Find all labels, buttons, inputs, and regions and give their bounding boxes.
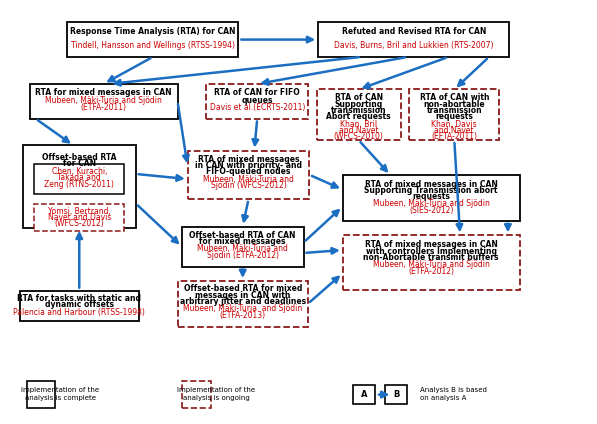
FancyBboxPatch shape (30, 84, 177, 119)
Text: Mubeen, Mäki-Turja  and Sjödin: Mubeen, Mäki-Turja and Sjödin (183, 304, 302, 313)
Text: (SIES-2012): (SIES-2012) (409, 206, 453, 215)
Text: RTA for tasks with static and: RTA for tasks with static and (17, 294, 141, 303)
FancyBboxPatch shape (207, 84, 308, 119)
Text: Implementation of the: Implementation of the (177, 388, 255, 393)
Text: non-Abortable transmit buffers: non-Abortable transmit buffers (364, 253, 499, 262)
Text: Analysis B is based: Analysis B is based (420, 388, 487, 393)
Text: Tindell, Hansson and Wellings (RTSS-1994): Tindell, Hansson and Wellings (RTSS-1994… (71, 42, 235, 50)
Text: messages in CAN with: messages in CAN with (195, 291, 290, 300)
Text: (EFTA-2011): (EFTA-2011) (431, 132, 477, 141)
Text: arbitrary jitter and deadlines: arbitrary jitter and deadlines (180, 297, 306, 306)
Text: on analysis A: on analysis A (420, 394, 466, 401)
FancyBboxPatch shape (67, 22, 238, 57)
Text: Response Time Analysis (RTA) for CAN: Response Time Analysis (RTA) for CAN (70, 28, 236, 36)
FancyBboxPatch shape (410, 89, 499, 140)
Text: analysis is complete: analysis is complete (24, 394, 96, 401)
Text: for CAN: for CAN (63, 159, 96, 168)
Text: RTA of mixed messages in CAN: RTA of mixed messages in CAN (365, 240, 497, 249)
Text: Supporting: Supporting (334, 100, 383, 109)
Text: RTA of CAN for FIFO: RTA of CAN for FIFO (214, 88, 300, 98)
Text: Yomsi, Bertrand,: Yomsi, Bertrand, (48, 206, 110, 216)
FancyBboxPatch shape (35, 164, 124, 194)
Text: (ETFA-2012): (ETFA-2012) (408, 267, 454, 276)
Text: Mubeen, Mäki-Turja and: Mubeen, Mäki-Turja and (203, 175, 294, 184)
Text: transmission: transmission (331, 106, 386, 115)
Text: Sjödin (ETFA-2012): Sjödin (ETFA-2012) (207, 251, 279, 259)
FancyBboxPatch shape (26, 382, 56, 407)
Text: Zeng (RTNS-2011): Zeng (RTNS-2011) (44, 180, 114, 189)
Text: transmission: transmission (426, 106, 482, 115)
Text: RTA of CAN: RTA of CAN (334, 93, 383, 102)
FancyBboxPatch shape (316, 89, 401, 140)
FancyBboxPatch shape (177, 281, 308, 326)
FancyBboxPatch shape (182, 382, 211, 407)
Text: in CAN with priority- and: in CAN with priority- and (195, 161, 302, 170)
Text: dynamic offsets: dynamic offsets (45, 300, 114, 309)
Text: and Navet: and Navet (339, 126, 378, 135)
FancyBboxPatch shape (343, 235, 519, 290)
Text: analysis is ongoing: analysis is ongoing (183, 394, 250, 401)
Text: Refuted and Revised RTA for CAN: Refuted and Revised RTA for CAN (341, 28, 486, 36)
Text: non-abortable: non-abortable (423, 100, 485, 109)
FancyBboxPatch shape (343, 175, 519, 221)
Text: RTA of mixed messages: RTA of mixed messages (198, 155, 299, 164)
Text: requests: requests (412, 192, 450, 201)
Text: queues: queues (241, 95, 273, 104)
Text: (ETFA-2011): (ETFA-2011) (81, 103, 127, 112)
Text: Khan, Bril: Khan, Bril (340, 120, 377, 128)
Text: Offset-based RTA of CAN: Offset-based RTA of CAN (189, 231, 296, 240)
Text: Davis et al.(ECRTS-2011): Davis et al.(ECRTS-2011) (210, 103, 305, 112)
FancyBboxPatch shape (187, 151, 309, 199)
Text: for mixed messages: for mixed messages (199, 237, 286, 246)
Text: FIFO-queued nodes: FIFO-queued nodes (207, 167, 291, 176)
Text: RTA of CAN with: RTA of CAN with (420, 93, 489, 102)
FancyBboxPatch shape (23, 145, 136, 228)
FancyBboxPatch shape (182, 226, 304, 267)
Text: and Navet: and Navet (435, 126, 474, 135)
Text: Offset-based RTA: Offset-based RTA (42, 153, 116, 162)
Text: Davis, Burns, Bril and Lukkien (RTS-2007): Davis, Burns, Bril and Lukkien (RTS-2007… (334, 42, 494, 50)
FancyBboxPatch shape (35, 204, 124, 231)
FancyBboxPatch shape (318, 22, 509, 57)
Text: Offset-based RTA for mixed: Offset-based RTA for mixed (183, 285, 302, 293)
Text: Mubeen, Mäki-Turja and Sjödin: Mubeen, Mäki-Turja and Sjödin (373, 199, 490, 209)
Text: (ETFA-2013): (ETFA-2013) (220, 311, 266, 320)
Text: requests: requests (435, 112, 473, 121)
Text: Abort requests: Abort requests (327, 112, 391, 121)
Text: RTA for mixed messages in CAN: RTA for mixed messages in CAN (35, 88, 172, 98)
Text: Takada and: Takada and (57, 173, 101, 182)
Text: with controllers Implementing: with controllers Implementing (365, 247, 497, 256)
Text: Supporting Transmission abort: Supporting Transmission abort (364, 186, 498, 195)
Text: Mubeen, Mäki-Turja and: Mubeen, Mäki-Turja and (197, 244, 288, 253)
Text: Chen, Kurachi,: Chen, Kurachi, (51, 167, 107, 176)
Text: Mubeen, Mäki-Turja and Sjödin: Mubeen, Mäki-Turja and Sjödin (373, 260, 490, 269)
Text: (WFCS-2012): (WFCS-2012) (54, 219, 104, 229)
FancyBboxPatch shape (385, 385, 407, 404)
Text: Implementation of the: Implementation of the (21, 388, 99, 393)
Text: Navet and Davis: Navet and Davis (48, 213, 111, 222)
Text: RTA of mixed messages in CAN: RTA of mixed messages in CAN (365, 180, 497, 189)
Text: (WFCS-2010): (WFCS-2010) (334, 132, 384, 141)
Text: Mubeen, Mäki-Turja and Sjödin: Mubeen, Mäki-Turja and Sjödin (45, 95, 162, 104)
Text: Sjödin (WFCS-2012): Sjödin (WFCS-2012) (211, 181, 287, 190)
FancyBboxPatch shape (353, 385, 376, 404)
Text: Palencia and Harbour (RTSS-1998): Palencia and Harbour (RTSS-1998) (13, 308, 145, 317)
Text: Khan, Davis: Khan, Davis (432, 120, 477, 128)
FancyBboxPatch shape (20, 290, 139, 321)
Text: A: A (361, 390, 368, 399)
Text: B: B (393, 390, 399, 399)
